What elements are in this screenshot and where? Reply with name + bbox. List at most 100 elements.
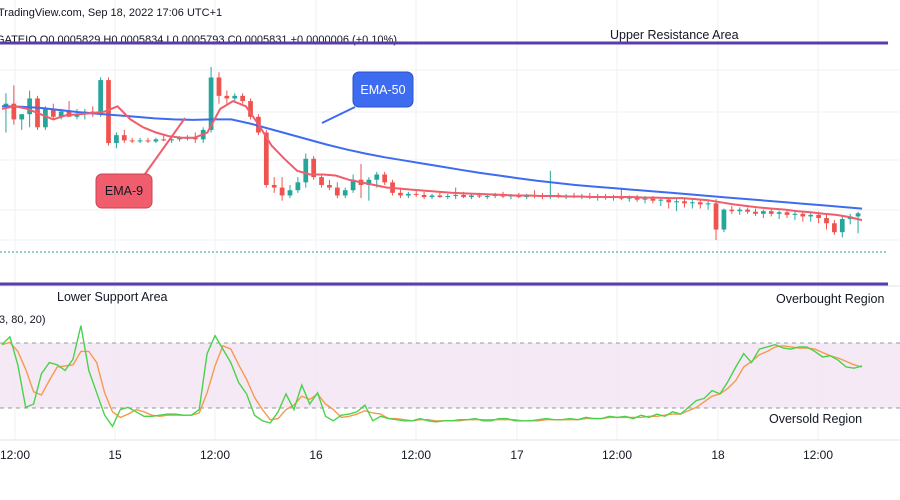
- candle-body: [224, 95, 230, 99]
- x-tick-label: 17: [510, 448, 524, 462]
- upper-resistance-label: Upper Resistance Area: [610, 28, 739, 42]
- ema50-callout-label: EMA-50: [360, 83, 405, 97]
- candle-body: [208, 77, 214, 130]
- candle-body: [761, 211, 766, 214]
- stochastic-k-line: [1, 325, 863, 428]
- candle-body: [192, 137, 198, 140]
- candle-body: [366, 179, 372, 185]
- candle-body: [58, 111, 64, 117]
- candle-body: [398, 192, 403, 196]
- candle-body: [800, 213, 806, 217]
- oversold-label: Oversold Region: [769, 412, 862, 426]
- candle-body: [650, 198, 656, 201]
- candle-body: [776, 212, 782, 214]
- candle-body: [855, 213, 861, 217]
- candlesticks: [3, 66, 861, 241]
- candle-body: [334, 187, 340, 196]
- candle-body: [784, 212, 790, 215]
- candle-body: [169, 139, 174, 141]
- candle-body: [705, 203, 711, 205]
- candle-body: [453, 194, 459, 196]
- candle-body: [295, 182, 301, 191]
- candle-body: [413, 193, 419, 195]
- candle-body: [114, 135, 119, 144]
- candle-body: [421, 194, 427, 198]
- stochastic-d-line: [1, 341, 863, 422]
- candle-body: [753, 211, 758, 214]
- candle-body: [816, 214, 821, 219]
- candle-body: [74, 114, 80, 117]
- candle-body: [808, 214, 814, 217]
- candle-body: [232, 95, 238, 99]
- stochastic-band: [0, 343, 900, 408]
- candle-body: [721, 209, 727, 230]
- candle-body: [43, 108, 48, 128]
- candle-body: [263, 132, 269, 185]
- candle-body: [3, 103, 9, 107]
- ema50-line: [1, 105, 863, 210]
- candle-body: [382, 174, 388, 183]
- source-text: TradingView.com, Sep 18, 2022 17:06 UTC+…: [0, 7, 222, 19]
- candle-body: [634, 197, 640, 200]
- candle-body: [642, 198, 648, 200]
- candle-body: [50, 108, 56, 117]
- candle-body: [153, 139, 159, 142]
- candle-body: [476, 195, 482, 197]
- candle-body: [11, 103, 17, 120]
- x-tick-label: 12:00: [401, 448, 431, 462]
- candle-body: [839, 219, 845, 233]
- candle-body: [240, 95, 246, 102]
- candle-body: [697, 202, 703, 205]
- candle-body: [469, 195, 474, 198]
- candle-body: [350, 179, 356, 191]
- candle-body: [713, 203, 719, 230]
- candle-body: [658, 199, 664, 201]
- candle-body: [461, 194, 466, 198]
- candle-body: [98, 80, 103, 115]
- candle-body: [690, 202, 695, 204]
- candle-body: [145, 140, 151, 142]
- overbought-label: Overbought Region: [776, 292, 884, 306]
- candle-body: [484, 195, 490, 197]
- candle-body: [666, 199, 672, 203]
- x-tick-label: 12:00: [803, 448, 833, 462]
- x-tick-label: 18: [711, 448, 725, 462]
- candle-body: [832, 223, 837, 233]
- ema9-line: [1, 99, 863, 222]
- candle-body: [792, 213, 798, 215]
- x-tick-label: 12:00: [0, 448, 30, 462]
- candle-body: [129, 140, 135, 142]
- x-tick-label: 15: [108, 448, 122, 462]
- candle-body: [248, 101, 253, 117]
- candle-body: [445, 195, 451, 198]
- candle-body: [405, 193, 411, 196]
- candle-body: [137, 140, 143, 142]
- ema9-callout: EMA-9: [95, 117, 186, 209]
- candle-body: [319, 177, 324, 185]
- candle-body: [682, 201, 687, 204]
- candle-body: [429, 195, 435, 198]
- candle-body: [216, 77, 222, 96]
- candle-body: [437, 195, 443, 198]
- ema50-callout: EMA-50: [321, 71, 414, 124]
- candle-body: [287, 190, 293, 196]
- candle-body: [626, 197, 632, 199]
- candle-body: [177, 137, 182, 140]
- candle-body: [279, 187, 285, 196]
- x-axis: 12:00 15 12:00 16 12:00 17 12:00 18 12:00: [0, 448, 833, 462]
- candle-body: [161, 139, 167, 141]
- candle-body: [121, 135, 127, 141]
- stoch-params: 3, 80, 20): [0, 314, 45, 326]
- candle-body: [342, 190, 348, 196]
- candle-body: [311, 158, 317, 178]
- x-tick-label: 16: [309, 448, 323, 462]
- candle-body: [737, 209, 743, 212]
- candle-body: [303, 158, 309, 183]
- x-tick-label: 12:00: [200, 448, 230, 462]
- ema9-callout-label: EMA-9: [105, 184, 143, 198]
- candle-body: [674, 201, 679, 203]
- lower-support-label: Lower Support Area: [57, 290, 168, 304]
- candle-body: [729, 209, 735, 212]
- candle-body: [824, 218, 829, 224]
